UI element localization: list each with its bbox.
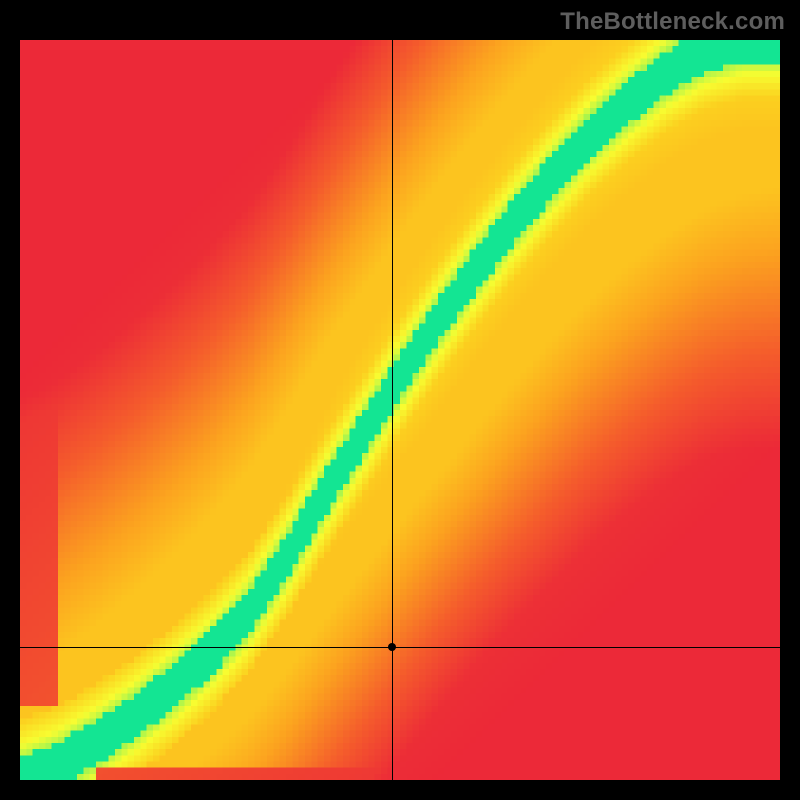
bottleneck-heatmap [20,40,780,780]
watermark-text: TheBottleneck.com [560,8,785,36]
plot-area [20,40,780,780]
chart-container: TheBottleneck.com [0,0,800,800]
crosshair-vertical [392,40,393,780]
crosshair-horizontal [20,647,780,648]
crosshair-marker [388,643,396,651]
